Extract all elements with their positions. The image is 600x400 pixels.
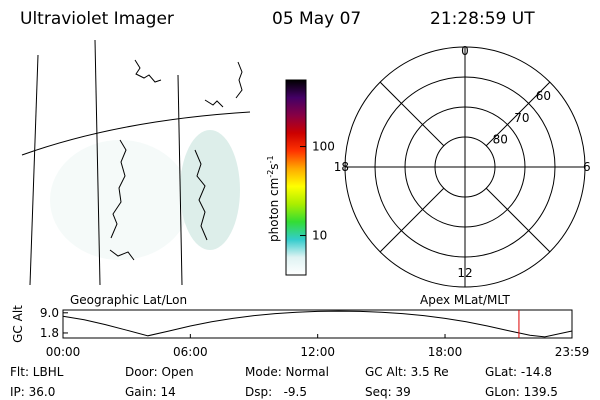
caption: Geographic Lat/Lon [70, 293, 187, 307]
lat-ring [404, 106, 526, 228]
mlt-label: 18 [334, 160, 349, 174]
info-field: GLat: -14.8 [485, 365, 552, 379]
lat-label: 70 [514, 111, 529, 125]
spoke [485, 187, 551, 253]
info-field: Seq: 39 [365, 385, 411, 399]
lat-label: 60 [536, 89, 551, 103]
colorbar-tick-label: 100 [312, 140, 335, 154]
altitude-plot: 9.0 1.8 00:00 06:00 12:00 18:00 23:59 [40, 306, 589, 359]
x-tick-label: 12:00 [300, 345, 335, 359]
info-field: Door: Open [125, 365, 194, 379]
colorbar-tick-label: 10 [312, 229, 327, 243]
info-field: Dsp: -9.5 [245, 385, 307, 399]
caption: Apex MLat/MLT [420, 293, 510, 307]
info-field: Flt: LBHL [10, 365, 64, 379]
info-panel: Flt: LBHL Door: Open Mode: Normal GC Alt: 3… [10, 365, 558, 399]
spoke [379, 187, 445, 253]
info-field: Gain: 14 [125, 385, 176, 399]
lat-ring [434, 136, 496, 198]
lat-label: 80 [493, 132, 508, 146]
colorbar-label: photon cm-2s-1 [266, 155, 281, 242]
spoke [485, 81, 551, 147]
info-field: GLon: 139.5 [485, 385, 558, 399]
lat-ring [374, 76, 556, 258]
time: 21:28:59 UT [430, 9, 535, 29]
x-tick-label: 06:00 [173, 345, 208, 359]
colorbar-scale [285, 79, 307, 276]
altitude-curve [62, 310, 573, 338]
info-field: Mode: Normal [245, 365, 329, 379]
date: 05 May 07 [272, 9, 361, 29]
y-tick-label: 9.0 [40, 306, 59, 320]
spoke [379, 81, 445, 147]
x-tick-label: 18:00 [428, 345, 463, 359]
mlt-label: 0 [461, 44, 469, 58]
mlt-label: 12 [457, 266, 472, 280]
mlt-label: 6 [583, 160, 591, 174]
info-field: GC Alt: 3.5 Re [365, 365, 449, 379]
colorbar: photon cm-2s-1 10 100 [266, 79, 335, 276]
info-field: IP: 36.0 [10, 385, 55, 399]
y-tick-label: 1.8 [40, 326, 59, 340]
x-tick-label: 00:00 [46, 345, 81, 359]
x-tick-label: 23:59 [555, 345, 590, 359]
title: Ultraviolet Imager [20, 9, 174, 29]
y-label: GC Alt [11, 305, 25, 343]
uv-image [21, 39, 251, 286]
